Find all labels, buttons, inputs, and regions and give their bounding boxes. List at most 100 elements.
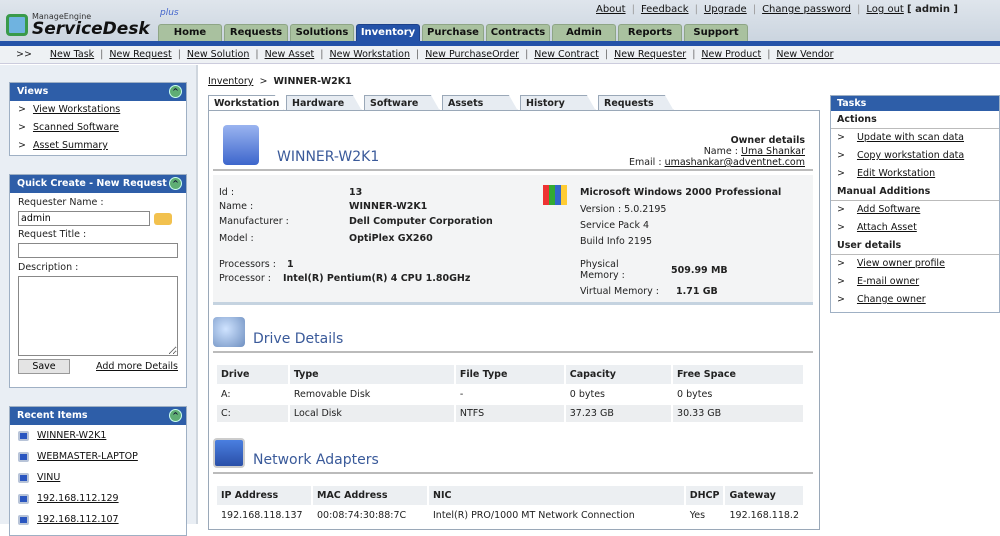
processors-value: 1 xyxy=(287,259,294,270)
table-row: A: Removable Disk - 0 bytes 0 bytes xyxy=(217,386,803,403)
network-adapters-title: Network Adapters xyxy=(253,452,379,468)
asset-summary-link[interactable]: Asset Summary xyxy=(32,140,108,151)
new-workstation-link[interactable]: New Workstation xyxy=(329,49,411,60)
new-vendor-link[interactable]: New Vendor xyxy=(776,49,834,60)
attach-asset-link[interactable]: Attach Asset xyxy=(856,222,917,233)
edit-workstation-link[interactable]: Edit Workstation xyxy=(856,168,936,179)
tab-requests[interactable]: Requests xyxy=(224,24,288,41)
name-value: WINNER-W2K1 xyxy=(349,201,428,212)
processor-value: Intel(R) Pentium(R) 4 CPU 1.80GHz xyxy=(283,273,471,284)
logo[interactable]: ManageEngine ServiceDesk plus xyxy=(6,8,179,38)
tab-requests[interactable]: Requests xyxy=(598,95,674,111)
new-contract-link[interactable]: New Contract xyxy=(534,49,599,60)
drive-table: Drive Type File Type Capacity Free Space A: R… xyxy=(215,363,805,424)
logo-icon xyxy=(6,13,28,36)
save-button[interactable]: Save xyxy=(18,359,70,374)
view-owner-profile-link[interactable]: View owner profile xyxy=(856,258,945,269)
network-adapters-header: Network Adapters xyxy=(213,434,813,474)
new-request-link[interactable]: New Request xyxy=(109,49,172,60)
new-solution-link[interactable]: New Solution xyxy=(186,49,250,60)
detail-tabs: Workstation Hardware Software Assets His… xyxy=(208,95,674,111)
collapse-icon[interactable]: ^ xyxy=(169,177,182,190)
windows-logo-icon xyxy=(543,185,567,205)
recent-items-box: Recent Items ^ WINNER-W2K1 WEBMASTER-LAPT… xyxy=(9,406,187,536)
manual-additions-heading: Manual Additions xyxy=(831,183,999,201)
owner-name-link[interactable]: Uma Shankar xyxy=(740,146,805,157)
col-capacity: Capacity xyxy=(565,365,672,384)
cell: Removable Disk xyxy=(293,389,371,400)
request-title-input[interactable] xyxy=(18,243,178,258)
recent-item[interactable]: WEBMASTER-LAPTOP xyxy=(37,451,138,462)
subnav-prefix: >> xyxy=(16,49,32,60)
top-links: About | Feedback | Upgrade | Change passwor… xyxy=(595,4,958,15)
new-task-link[interactable]: New Task xyxy=(49,49,95,60)
cell: - xyxy=(459,389,464,400)
tab-inventory[interactable]: Inventory xyxy=(356,24,420,41)
tab-assets[interactable]: Assets xyxy=(442,95,518,111)
main-tabs: Home Requests Solutions Inventory Purcha… xyxy=(158,24,748,41)
tab-contracts[interactable]: Contracts xyxy=(486,24,550,41)
recent-item[interactable]: 192.168.112.107 xyxy=(37,514,119,525)
email-owner-link[interactable]: E-mail owner xyxy=(856,276,920,287)
tab-software[interactable]: Software xyxy=(364,95,440,111)
feedback-link[interactable]: Feedback xyxy=(640,4,689,15)
requester-name-input[interactable] xyxy=(18,211,150,226)
recent-item[interactable]: 192.168.112.129 xyxy=(37,493,119,504)
collapse-icon[interactable]: ^ xyxy=(169,85,182,98)
change-owner-link[interactable]: Change owner xyxy=(856,294,926,305)
recent-item[interactable]: WINNER-W2K1 xyxy=(37,430,107,441)
owner-email-link[interactable]: umashankar@adventnet.com xyxy=(664,157,805,168)
new-asset-link[interactable]: New Asset xyxy=(264,49,315,60)
tab-underline xyxy=(0,41,1000,46)
new-product-link[interactable]: New Product xyxy=(701,49,762,60)
workstation-info: Id : 13 Name : WINNER-W2K1 Manufacturer : D… xyxy=(213,175,813,305)
logout-link[interactable]: Log out xyxy=(866,4,904,15)
cell: 37.23 GB xyxy=(565,405,672,422)
tab-admin[interactable]: Admin xyxy=(552,24,616,41)
add-more-details-link[interactable]: Add more Details xyxy=(96,361,178,372)
tasks-panel: Tasks Actions > Update with scan data > Co… xyxy=(830,95,1000,313)
tab-hardware[interactable]: Hardware xyxy=(286,95,362,111)
copy-workstation-data-link[interactable]: Copy workstation data xyxy=(856,150,965,161)
view-workstations-link[interactable]: View Workstations xyxy=(32,104,121,115)
change-password-link[interactable]: Change password xyxy=(762,4,852,15)
add-software-link[interactable]: Add Software xyxy=(856,204,921,215)
description-label: Description : xyxy=(18,262,79,273)
collapse-icon[interactable]: ^ xyxy=(169,409,182,422)
cell: 192.168.118.137 xyxy=(221,510,303,521)
cell: Yes xyxy=(689,510,706,521)
cell: C: xyxy=(217,405,288,422)
scanned-software-link[interactable]: Scanned Software xyxy=(32,122,119,133)
user-details-heading: User details xyxy=(831,237,999,255)
breadcrumb-inventory[interactable]: Inventory xyxy=(208,76,254,87)
computer-icon xyxy=(18,493,29,504)
update-scan-data-link[interactable]: Update with scan data xyxy=(856,132,965,143)
tab-purchase[interactable]: Purchase xyxy=(422,24,484,41)
tab-history[interactable]: History xyxy=(520,95,596,111)
upgrade-link[interactable]: Upgrade xyxy=(703,4,747,15)
cell: 192.168.118.2 xyxy=(729,510,799,521)
col-dhcp: DHCP xyxy=(685,486,724,505)
new-requester-link[interactable]: New Requester xyxy=(614,49,687,60)
model-value: OptiPlex GX260 xyxy=(349,233,433,244)
workstation-title: WINNER-W2K1 xyxy=(277,149,380,165)
tab-support[interactable]: Support xyxy=(684,24,748,41)
views-title: Views xyxy=(17,86,49,97)
tab-reports[interactable]: Reports xyxy=(618,24,682,41)
network-table: IP Address MAC Address NIC DHCP Gateway 192.… xyxy=(215,484,805,526)
model-label: Model : xyxy=(219,233,254,244)
tab-workstation[interactable]: Workstation xyxy=(208,95,284,111)
recent-items-title: Recent Items xyxy=(17,410,88,421)
new-purchaseorder-link[interactable]: New PurchaseOrder xyxy=(425,49,520,60)
requester-lookup-icon[interactable] xyxy=(154,212,172,225)
tab-solutions[interactable]: Solutions xyxy=(290,24,354,41)
tab-home[interactable]: Home xyxy=(158,24,222,41)
description-textarea[interactable] xyxy=(18,276,178,356)
brand-top: ManageEngine xyxy=(32,12,92,21)
recent-item[interactable]: VINU xyxy=(37,472,61,483)
table-row: 192.168.118.137 00:08:74:30:88:7C Intel(R)… xyxy=(217,507,803,524)
about-link[interactable]: About xyxy=(595,4,626,15)
table-row: C: Local Disk NTFS 37.23 GB 30.33 GB xyxy=(217,405,803,422)
col-drive: Drive xyxy=(217,365,288,384)
workstation-icon xyxy=(223,125,259,165)
